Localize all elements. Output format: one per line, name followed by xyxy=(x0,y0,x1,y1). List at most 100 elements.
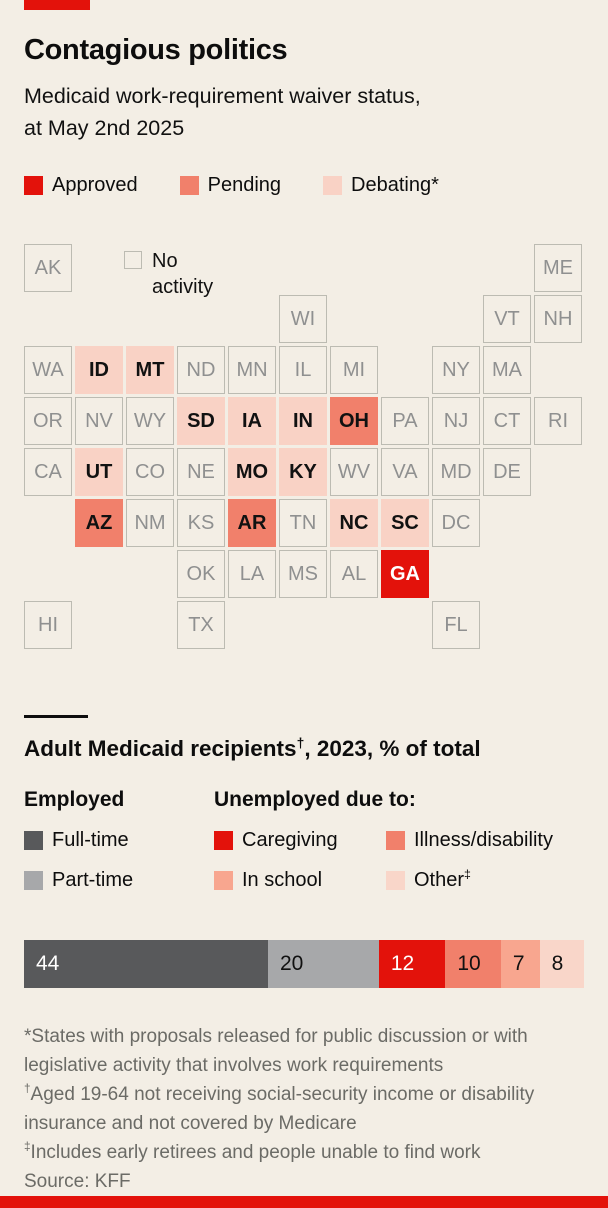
state-tile-mo: MO xyxy=(228,448,276,496)
state-tile-ar: AR xyxy=(228,499,276,547)
state-tile-mt: MT xyxy=(126,346,174,394)
state-tile-ca: CA xyxy=(24,448,72,496)
caregiving-swatch xyxy=(214,831,233,850)
bar-segment-part-time: 20 xyxy=(267,940,379,988)
state-tile-il: IL xyxy=(279,346,327,394)
state-tile-ne: NE xyxy=(177,448,225,496)
section-divider xyxy=(24,715,88,718)
state-tile-vt: VT xyxy=(483,295,531,343)
legend-label-full-time: Full-time xyxy=(52,829,129,851)
state-tile-ma: MA xyxy=(483,346,531,394)
state-tile-ct: CT xyxy=(483,397,531,445)
bar-chart-title: Adult Medicaid recipients†, 2023, % of t… xyxy=(24,736,584,762)
bar-title-rest: , 2023, % of total xyxy=(304,736,481,761)
unemployed-header: Unemployed due to: xyxy=(214,788,416,811)
state-tile-in: IN xyxy=(279,397,327,445)
footnote-2-sup: ‡ xyxy=(24,1140,31,1154)
state-tile-id: ID xyxy=(75,346,123,394)
state-tile-ks: KS xyxy=(177,499,225,547)
other-label-text: Other xyxy=(414,869,465,891)
part-time-swatch xyxy=(24,871,43,890)
state-tile-al: AL xyxy=(330,550,378,598)
footnote-debating: *States with proposals released for publ… xyxy=(24,1022,584,1080)
state-tile-fl: FL xyxy=(432,601,480,649)
legend-label-in-school: In school xyxy=(242,869,323,891)
legend-item-no-activity: No activity xyxy=(124,248,244,300)
state-tile-ok: OK xyxy=(177,550,225,598)
legend-item-illness-disability: Illness/disability xyxy=(386,829,584,852)
footnotes: *States with proposals released for publ… xyxy=(24,1022,584,1196)
employed-header: Employed xyxy=(24,788,125,811)
state-tile-wa: WA xyxy=(24,346,72,394)
footnote-0-text: *States with proposals released for publ… xyxy=(24,1026,528,1076)
debating-swatch xyxy=(323,176,343,195)
subtitle-line-2: at May 2nd 2025 xyxy=(24,116,185,140)
bar-legend-headers: Employed Unemployed due to: xyxy=(24,788,584,812)
state-tile-oh: OH xyxy=(330,397,378,445)
stacked-bar: 44 20 12 10 7 8 xyxy=(24,940,584,988)
state-tile-dc: DC xyxy=(432,499,480,547)
state-tile-ia: IA xyxy=(228,397,276,445)
legend-label-pending: Pending xyxy=(207,174,282,196)
legend-item-in-school: In school xyxy=(214,869,386,892)
legend-label-caregiving: Caregiving xyxy=(242,829,338,851)
bar-segment-caregiving: 12 xyxy=(378,940,446,988)
state-tile-wi: WI xyxy=(279,295,327,343)
source-text: Source: KFF xyxy=(24,1171,131,1192)
state-tile-me: ME xyxy=(534,244,582,292)
bar-legend-row-2: Part-time In school Other‡ xyxy=(24,868,584,892)
state-tile-nv: NV xyxy=(75,397,123,445)
state-tile-pa: PA xyxy=(381,397,429,445)
bar-legend: Employed Unemployed due to: Full-time Ca… xyxy=(24,788,584,892)
state-tile-map: No activity AK ME WI VT NH WA ID MT ND MN IL MI NY MA… xyxy=(24,244,582,649)
state-tile-nj: NJ xyxy=(432,397,480,445)
legend-label-illness-disability: Illness/disability xyxy=(414,829,553,851)
state-tile-sd: SD xyxy=(177,397,225,445)
legend-label-debating: Debating* xyxy=(351,174,439,196)
state-tile-ga: GA xyxy=(381,550,429,598)
red-tab xyxy=(24,0,90,10)
state-tile-wv: WV xyxy=(330,448,378,496)
legend-item-debating: Debating* xyxy=(323,174,439,197)
state-tile-nh: NH xyxy=(534,295,582,343)
state-tile-tx: TX xyxy=(177,601,225,649)
dagger-superscript: † xyxy=(296,734,305,751)
legend-label-approved: Approved xyxy=(52,174,138,196)
state-tile-hi: HI xyxy=(24,601,72,649)
red-bottom-bar xyxy=(0,1196,608,1208)
pending-swatch xyxy=(179,176,199,195)
bar-segment-illness-disability: 10 xyxy=(445,940,501,988)
legend-label-no-activity: No activity xyxy=(152,250,214,298)
other-swatch xyxy=(386,871,405,890)
footnote-1-sup: † xyxy=(24,1082,31,1096)
state-tile-ak: AK xyxy=(24,244,72,292)
state-tile-az: AZ xyxy=(75,499,123,547)
map-legend: Approved Pending Debating* xyxy=(24,174,584,197)
bar-title-text: Adult Medicaid recipients xyxy=(24,736,297,761)
state-tile-mi: MI xyxy=(330,346,378,394)
legend-item-other: Other‡ xyxy=(386,868,584,892)
chart-subtitle: Medicaid work-requirement waiver status,… xyxy=(24,80,584,144)
state-tile-or: OR xyxy=(24,397,72,445)
state-tile-co: CO xyxy=(126,448,174,496)
bar-segment-other-: 8 xyxy=(539,940,584,988)
state-tile-ms: MS xyxy=(279,550,327,598)
bar-legend-row-1: Full-time Caregiving Illness/disability xyxy=(24,829,584,852)
footnote-other: ‡Includes early retirees and people unab… xyxy=(24,1138,584,1167)
state-tile-mn: MN xyxy=(228,346,276,394)
legend-item-approved: Approved xyxy=(24,174,138,197)
state-tile-ri: RI xyxy=(534,397,582,445)
footnote-aged: †Aged 19-64 not receiving social-securit… xyxy=(24,1080,584,1138)
state-tile-nm: NM xyxy=(126,499,174,547)
legend-item-pending: Pending xyxy=(179,174,282,197)
subtitle-line-1: Medicaid work-requirement waiver status, xyxy=(24,84,421,108)
bar-segment-in-school: 7 xyxy=(500,940,540,988)
state-tile-ky: KY xyxy=(279,448,327,496)
state-tile-la: LA xyxy=(228,550,276,598)
state-tile-ny: NY xyxy=(432,346,480,394)
footnote-1-text: Aged 19-64 not receiving social-security… xyxy=(24,1084,535,1134)
state-tile-nc: NC xyxy=(330,499,378,547)
footnote-2-text: Includes early retirees and people unabl… xyxy=(30,1142,481,1163)
approved-swatch xyxy=(24,176,43,195)
bar-segment-full-time: 44 xyxy=(24,940,268,988)
